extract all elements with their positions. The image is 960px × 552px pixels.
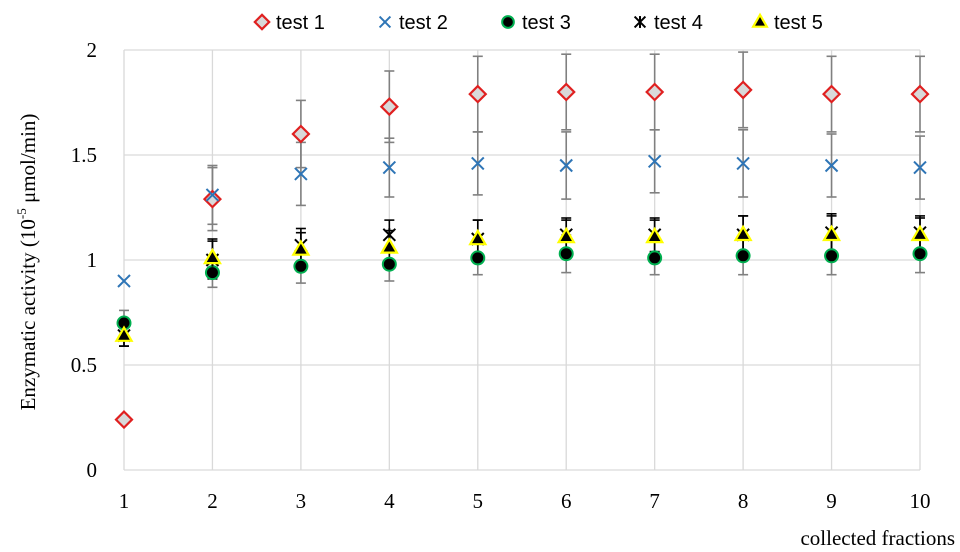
x-tick-label: 8 <box>738 489 749 513</box>
legend-marker-diamond <box>253 13 271 31</box>
grid-layer <box>123 49 921 471</box>
data-point-x <box>382 160 397 175</box>
data-point-triangle <box>468 228 488 246</box>
data-point-circle <box>293 258 309 274</box>
y-tick-label: 0 <box>87 458 98 482</box>
data-point-diamond <box>468 84 488 104</box>
y-axis-title-unit: μmol/min) <box>16 114 40 209</box>
legend-item: test 1 <box>253 12 325 34</box>
data-point-circle <box>470 250 486 266</box>
data-point-diamond <box>645 82 665 102</box>
data-point-diamond <box>114 410 134 430</box>
data-point-triangle <box>910 224 930 242</box>
data-point-diamond <box>291 124 311 144</box>
legend-label: test 2 <box>399 12 448 34</box>
data-point-diamond <box>821 84 842 104</box>
legend-marker-star <box>633 15 647 29</box>
data-point-triangle <box>733 224 753 242</box>
data-point-x <box>559 158 573 173</box>
x-tick-label: 3 <box>296 489 307 513</box>
data-point-triangle <box>291 239 311 256</box>
data-point-diamond <box>733 80 753 100</box>
y-tick-label: 0.5 <box>71 353 97 377</box>
x-tick-label: 4 <box>384 489 395 513</box>
data-point-circle <box>558 246 574 262</box>
data-point-triangle <box>645 226 665 244</box>
x-tick-label: 7 <box>649 489 660 513</box>
data-point-circle <box>824 248 840 264</box>
legend-marker-circle <box>501 15 515 29</box>
y-tick-label: 1 <box>87 248 98 272</box>
legend-label: test 5 <box>774 12 823 34</box>
x-tick-label: 1 <box>119 489 130 513</box>
legend-label: test 1 <box>276 12 325 34</box>
markers-layer <box>114 80 930 430</box>
data-point-x <box>913 160 927 175</box>
data-point-triangle <box>202 247 222 265</box>
data-point-x <box>824 158 839 173</box>
legend-label: test 4 <box>654 12 703 34</box>
y-axis-title-superscript: -5 <box>14 208 29 219</box>
data-point-triangle <box>114 325 134 342</box>
data-point-diamond <box>910 84 930 104</box>
legend: test 1 test 2 test 3 test 4 test 5 <box>253 12 823 34</box>
axis-layer: 0 0.5 1 1.5 2 1 2 3 4 5 6 7 8 9 10 <box>71 38 931 513</box>
data-point-diamond <box>379 97 399 117</box>
y-tick-label: 1.5 <box>71 143 97 167</box>
x-tick-label: 10 <box>910 489 931 513</box>
data-point-circle <box>912 246 928 262</box>
y-axis-title-main: Enzymatic activity (10 <box>16 219 40 410</box>
data-point-circle <box>735 248 751 264</box>
data-point-x <box>736 156 750 171</box>
y-axis-title: Enzymatic activity (10-5 μmol/min) <box>14 114 40 411</box>
data-point-x <box>294 167 308 181</box>
legend-item: test 5 <box>751 12 823 34</box>
legend-item: test 2 <box>378 12 448 34</box>
error-bars-layer <box>119 51 925 347</box>
data-point-x <box>647 154 662 169</box>
data-point-diamond <box>556 82 576 102</box>
data-point-circle <box>647 250 663 266</box>
data-point-circle <box>381 256 397 272</box>
data-point-diamond <box>202 189 223 209</box>
legend-label: test 3 <box>522 12 571 34</box>
x-axis-title: collected fractions <box>800 526 955 550</box>
y-tick-label: 2 <box>87 38 98 62</box>
data-point-x <box>117 274 131 288</box>
data-point-triangle <box>379 237 399 254</box>
x-tick-label: 9 <box>826 489 837 513</box>
x-tick-label: 6 <box>561 489 572 513</box>
x-tick-label: 2 <box>207 489 218 513</box>
x-tick-label: 5 <box>473 489 484 513</box>
legend-marker-x <box>378 15 392 29</box>
data-point-circle <box>204 265 220 281</box>
legend-item: test 3 <box>501 12 571 34</box>
legend-marker-triangle <box>751 12 769 28</box>
data-point-x <box>205 188 220 202</box>
data-point-triangle <box>822 224 842 242</box>
data-point-x <box>471 156 485 171</box>
data-point-triangle <box>556 226 576 244</box>
legend-item: test 4 <box>633 12 703 34</box>
